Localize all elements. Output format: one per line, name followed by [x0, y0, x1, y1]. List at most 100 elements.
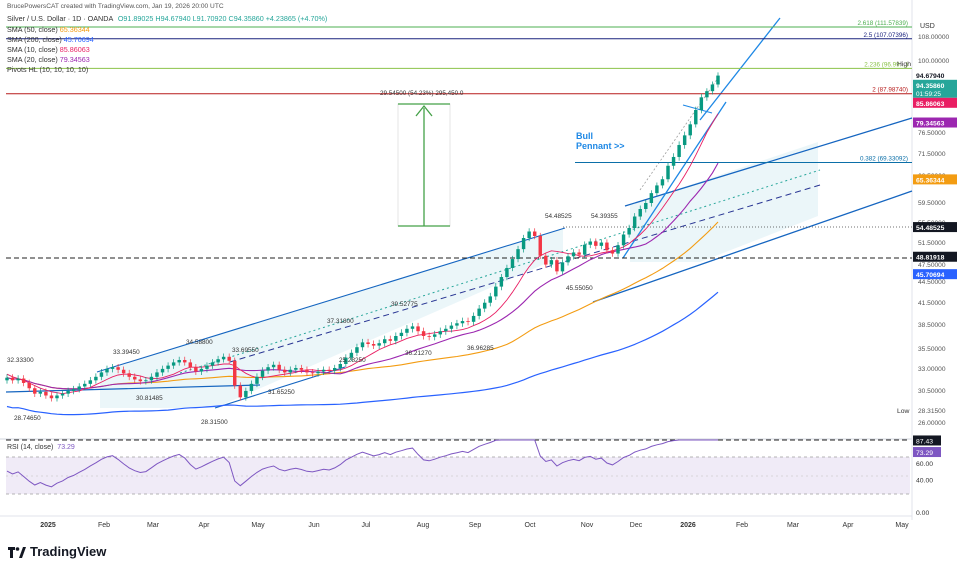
indicator-value: 65.36344: [59, 25, 90, 34]
price-tag-label: 79.34563: [916, 121, 945, 128]
tradingview-logo-icon: [8, 546, 26, 558]
candle-body: [305, 369, 309, 373]
price-tag-label: 65.36344: [916, 177, 945, 184]
pivot-label: 28.31500: [201, 419, 228, 426]
rsi-y-tick: 0.00: [916, 510, 929, 517]
candle-body: [116, 367, 120, 370]
x-tick: 2026: [680, 522, 696, 529]
indicator-label: SMA (10, close): [7, 45, 58, 54]
candle-body: [521, 238, 526, 250]
rsi-label: RSI (14, close) 73.29: [7, 444, 75, 451]
candle-body: [405, 328, 409, 333]
fib-label: 2.236 (96.99…): [864, 61, 908, 68]
candle-body: [477, 308, 481, 316]
price-tag-bg: [913, 79, 957, 98]
candle-body: [382, 339, 387, 344]
y-tick: 44.50000: [918, 279, 946, 286]
candle-body: [527, 231, 531, 238]
candle-body: [227, 356, 231, 361]
indicator-label: SMA (50, close): [7, 25, 58, 34]
candle-body: [710, 84, 715, 92]
indicator-sma50: SMA (50, close) 65.36344: [7, 25, 90, 34]
candle-body: [532, 231, 537, 236]
y-tick: 33.00000: [918, 366, 946, 373]
upper-bull-trendline: [699, 17, 781, 121]
candle-body: [166, 365, 170, 369]
candle-body: [510, 259, 515, 268]
candle-body: [344, 357, 348, 364]
candle-body: [183, 360, 187, 363]
candle-body: [194, 367, 198, 372]
x-tick: Nov: [581, 522, 594, 529]
candle-body: [655, 185, 659, 194]
pivot-label: 34.58800: [186, 339, 213, 346]
fib-label: 0.382 (69.33092): [860, 156, 908, 163]
indicator-value: 85.86063: [59, 45, 90, 54]
candle-body: [244, 390, 248, 398]
candle-body: [199, 368, 204, 372]
indicator-sma20: SMA (20, close) 79.34563: [7, 55, 90, 64]
candle-body: [277, 364, 281, 370]
pennant-top: [682, 104, 713, 114]
sma200-line: [6, 291, 719, 416]
lower-long-channel-line: [592, 190, 913, 303]
annotation-bull: Bull: [576, 131, 593, 141]
candle-body: [27, 382, 31, 389]
price-tag-label: 54.48525: [916, 225, 945, 232]
rsi-tag-bg: [913, 447, 941, 458]
price-tag-label: 48.81918: [916, 255, 945, 262]
x-tick: Feb: [736, 522, 748, 529]
candle-body: [677, 145, 681, 157]
candle-body: [249, 383, 254, 391]
ohlc-values: O91.89025 H94.67940 L91.70920 C94.35860 …: [117, 14, 328, 23]
rsi-tag-label: 73.29: [916, 450, 933, 457]
candle-body: [366, 342, 370, 344]
pivot-label: 32.33300: [7, 357, 34, 364]
candle-body: [44, 391, 48, 396]
currency-label: USD: [920, 23, 935, 30]
rsi-tag-bg: [913, 435, 941, 446]
candle-body: [466, 321, 470, 322]
candle-body: [632, 216, 637, 228]
x-tick: Feb: [98, 522, 110, 529]
candle-body: [660, 179, 665, 186]
x-tick: Sep: [469, 522, 482, 529]
candle-body: [488, 296, 492, 303]
candle-body: [560, 262, 565, 272]
candle-body: [316, 371, 320, 374]
candle-body: [716, 75, 720, 85]
candle-body: [649, 193, 654, 203]
sma10-line: [6, 113, 719, 395]
price-tag-label: 94.35860: [916, 83, 945, 90]
lower-bull-trendline: [622, 101, 727, 259]
candle-body: [33, 388, 37, 394]
candle-body: [421, 331, 426, 336]
channel-fill-lower: [630, 142, 818, 262]
measure-arrow-head: [415, 104, 433, 117]
low-tag-label: 28.31500: [918, 408, 946, 415]
price-tag-bg: [913, 97, 957, 108]
rsi-y-tick: 60.00: [916, 461, 933, 468]
y-tick: 47.50000: [918, 262, 946, 269]
candle-body: [121, 369, 126, 374]
candle-body: [16, 378, 20, 381]
price-tag-bg: [913, 251, 957, 262]
candle-body: [399, 332, 404, 336]
indicator-value: 45.70694: [63, 35, 94, 44]
candle-body: [588, 241, 592, 245]
x-tick: Mar: [147, 522, 160, 529]
candle-body: [571, 252, 576, 257]
x-tick: May: [251, 522, 265, 529]
candle-body: [688, 124, 692, 136]
candle-body: [538, 236, 542, 256]
rsi-band: [6, 457, 910, 494]
candle-body: [371, 344, 376, 346]
candle-body: [482, 302, 487, 309]
pivot-label: 45.55050: [566, 285, 593, 292]
pivot-label: 31.65250: [268, 389, 295, 396]
candle-body: [171, 362, 176, 366]
upper-long-channel-line: [624, 117, 913, 207]
x-tick: Oct: [525, 522, 536, 529]
candle-body: [55, 395, 59, 399]
